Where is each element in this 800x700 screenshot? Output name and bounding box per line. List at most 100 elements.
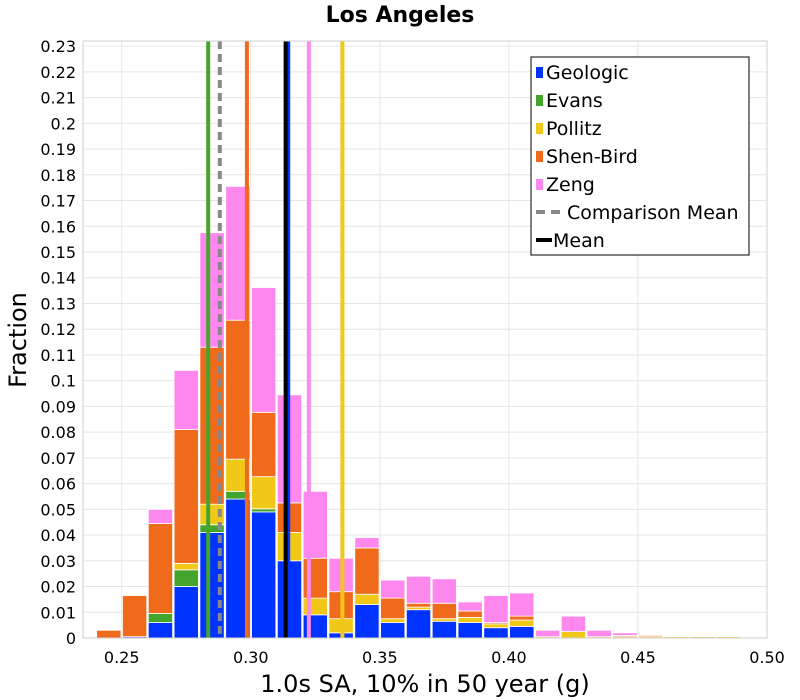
bar-pollitz <box>380 618 406 623</box>
y-axis-label: Fraction <box>4 292 32 388</box>
legend-label-comparison-mean: Comparison Mean <box>567 202 739 224</box>
y-tick-label: 0.01 <box>40 603 76 622</box>
y-tick-label: 0.07 <box>40 449 76 468</box>
y-tick-label: 0.04 <box>40 526 76 545</box>
bar-shen-bird <box>380 597 406 620</box>
legend-label-mean: Mean <box>553 230 605 252</box>
x-tick-label: 0.45 <box>620 648 656 667</box>
y-tick-label: 0.23 <box>40 37 76 56</box>
y-tick-label: 0.22 <box>40 63 76 82</box>
bar-geologic <box>173 586 199 639</box>
y-tick-label: 0.02 <box>40 578 76 597</box>
legend: Geologic Evans Pollitz Shen-Bird Zeng Compari… <box>530 56 750 256</box>
y-tick-label: 0.09 <box>40 397 76 416</box>
y-tick-label: 0.06 <box>40 475 76 494</box>
bar-pollitz <box>560 631 586 639</box>
bar-zeng <box>457 601 483 612</box>
bar-zeng <box>431 578 457 604</box>
bar-zeng <box>535 629 561 638</box>
legend-label-shen-bird: Shen-Bird <box>546 146 638 168</box>
y-tick-label: 0.21 <box>40 89 76 108</box>
legend-label-geologic: Geologic <box>546 62 629 84</box>
legend-swatch-geologic <box>536 67 543 78</box>
legend-swatch-pollitz <box>536 123 543 134</box>
bar-geologic <box>302 614 328 639</box>
bar-geologic <box>147 622 173 639</box>
bar-geologic <box>457 622 483 639</box>
legend-label-zeng: Zeng <box>546 174 595 196</box>
bar-evans <box>173 569 199 587</box>
y-tick-label: 0.12 <box>40 320 76 339</box>
y-tick-label: 0.13 <box>40 294 76 313</box>
y-tick-label: 0.11 <box>40 346 76 365</box>
y-tick-label: 0.19 <box>40 140 76 159</box>
bar-geologic <box>509 626 535 639</box>
x-tick-label: 0.50 <box>749 648 785 667</box>
bar-zeng <box>302 490 328 559</box>
x-tick-label: 0.30 <box>233 648 269 667</box>
bar-pollitz <box>457 617 483 623</box>
bar-shen-bird <box>96 629 122 639</box>
y-tick-label: 0.14 <box>40 269 76 288</box>
bar-pollitz <box>251 476 277 510</box>
y-tick-label: 0 <box>66 629 76 648</box>
bar-geologic <box>483 627 509 639</box>
y-tick-label: 0.17 <box>40 192 76 211</box>
bar-pollitz <box>354 593 380 605</box>
bar-geologic <box>354 604 380 639</box>
x-axis-label: 1.0s SA, 10% in 50 year (g) <box>260 670 589 698</box>
bar-geologic <box>405 609 432 639</box>
bar-shen-bird <box>147 523 173 614</box>
legend-swatch-evans <box>536 95 543 106</box>
bar-zeng <box>509 592 535 617</box>
bar-geologic <box>431 620 457 639</box>
y-tick-label: 0.16 <box>40 217 76 236</box>
bar-zeng <box>560 615 586 632</box>
bar-zeng <box>354 537 380 549</box>
legend-swatch-shen-bird <box>536 151 543 162</box>
bar-shen-bird <box>405 602 432 608</box>
y-tick-label: 0.03 <box>40 552 76 571</box>
bar-pollitz <box>483 623 509 629</box>
bar-zeng <box>380 579 406 599</box>
y-tick-label: 0.15 <box>40 243 76 262</box>
bar-evans <box>147 613 173 623</box>
legend-label-evans: Evans <box>546 90 603 112</box>
bar-shen-bird <box>354 547 380 595</box>
bar-shen-bird <box>122 595 148 638</box>
legend-swatch-zeng <box>536 179 543 190</box>
bar-zeng <box>586 629 612 638</box>
x-tick-label: 0.35 <box>362 648 398 667</box>
bar-zeng <box>483 595 509 623</box>
bar-shen-bird <box>431 602 457 620</box>
y-tick-label: 0.18 <box>40 166 76 185</box>
bar-pollitz <box>173 562 199 571</box>
bar-shen-bird <box>457 610 483 618</box>
chart-title: Los Angeles <box>326 3 475 28</box>
bar-pollitz <box>509 619 535 627</box>
bar-zeng <box>173 369 199 430</box>
legend-box <box>530 56 750 256</box>
legend-label-pollitz: Pollitz <box>546 118 602 140</box>
bar-shen-bird <box>251 411 277 478</box>
bar-pollitz <box>302 597 328 616</box>
y-tick-label: 0.1 <box>51 372 76 391</box>
y-tick-label: 0.2 <box>51 114 76 133</box>
bar-zeng <box>405 575 432 604</box>
bar-shen-bird <box>638 635 664 638</box>
x-tick-label: 0.25 <box>104 648 140 667</box>
bar-shen-bird <box>302 557 328 599</box>
y-tick-label: 0.05 <box>40 500 76 519</box>
bar-zeng <box>612 632 638 636</box>
x-tick-label: 0.40 <box>491 648 527 667</box>
plot-frame <box>82 40 768 639</box>
bar-evans <box>251 508 277 513</box>
bar-shen-bird <box>509 615 535 621</box>
bar-geologic <box>251 511 277 639</box>
bar-zeng <box>251 287 277 413</box>
bar-shen-bird <box>173 429 199 564</box>
y-tick-label: 0.08 <box>40 423 76 442</box>
bar-zeng <box>147 508 173 524</box>
bar-geologic <box>380 622 406 639</box>
